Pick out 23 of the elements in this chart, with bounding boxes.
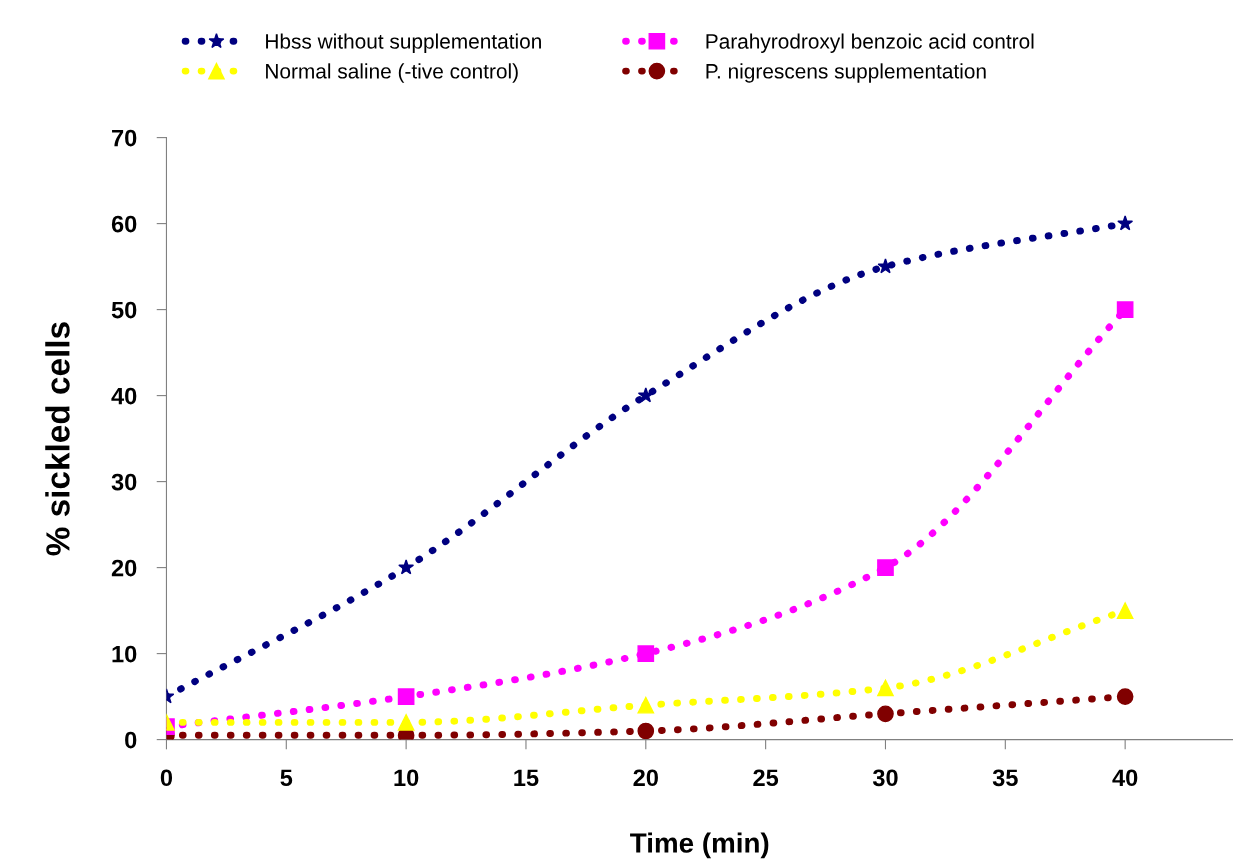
- legend-label: Normal saline (-tive control): [266, 63, 518, 83]
- x-tick-label: 15: [514, 769, 539, 787]
- x-tick-label: 30: [872, 769, 898, 787]
- legend-label: Parahyrodroxyl benzoic acid control: [706, 33, 1034, 53]
- x-axis-title: Time (min): [630, 832, 769, 859]
- y-tick-label: 0: [125, 731, 137, 749]
- x-tick-label: 5: [280, 769, 293, 787]
- legend-label: P. nigrescens supplementation: [706, 63, 986, 83]
- y-tick-label: 60: [111, 215, 137, 233]
- y-tick-label: 70: [112, 129, 137, 147]
- x-tick-label: 25: [753, 769, 779, 787]
- y-axis-title: % sickled cells: [45, 322, 70, 556]
- y-tick-label: 10: [112, 645, 137, 663]
- x-tick-label: 35: [992, 769, 1018, 787]
- y-tick-label: 40: [111, 387, 137, 405]
- y-tick-label: 20: [111, 559, 137, 577]
- x-tick-label: 20: [633, 769, 658, 787]
- x-tick-label: 10: [394, 769, 419, 787]
- legend-label: Hbss without supplementation: [266, 33, 541, 53]
- y-tick-label: 30: [111, 473, 137, 491]
- y-tick-label: 50: [111, 301, 137, 319]
- x-tick-label: 0: [160, 769, 173, 787]
- x-tick-label: 40: [1112, 769, 1138, 787]
